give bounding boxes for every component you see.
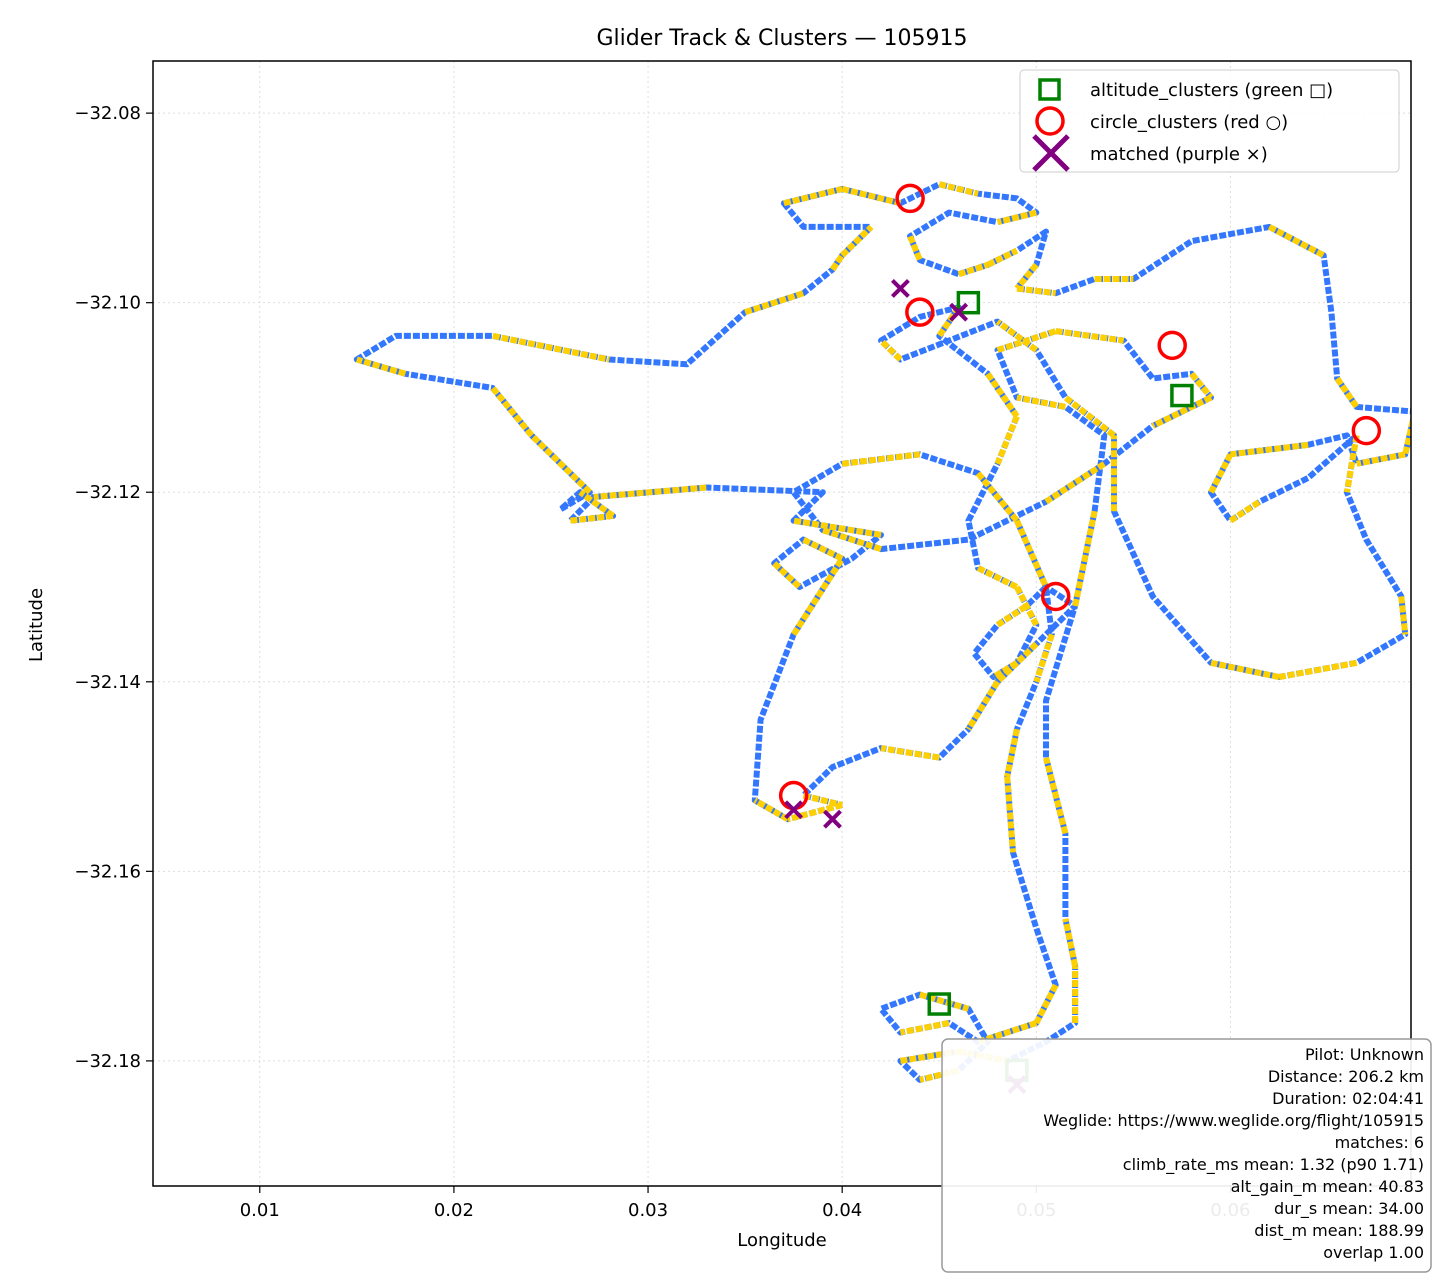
y-tick-label: −32.12 [74, 482, 141, 503]
info-overlap: overlap 1.00 [1323, 1243, 1424, 1262]
y-tick-label: −32.08 [74, 103, 141, 124]
y-tick-label: −32.18 [74, 1051, 141, 1072]
info-distance-mean: dist_m mean: 188.99 [1254, 1221, 1424, 1241]
legend: altitude_clusters (green □) circle_clust… [1020, 70, 1399, 172]
info-matches: matches: 6 [1335, 1133, 1424, 1152]
y-tick-label: −32.10 [74, 293, 141, 314]
info-weglide-link[interactable]: Weglide: https://www.weglide.org/flight/… [1043, 1111, 1424, 1130]
legend-label-matched: matched (purple ×) [1090, 144, 1268, 165]
legend-label-circle: circle_clusters (red ○) [1090, 112, 1288, 133]
x-tick-label: 0.01 [240, 1200, 280, 1221]
info-climb-rate: climb_rate_ms mean: 1.32 (p90 1.71) [1123, 1155, 1424, 1175]
info-distance: Distance: 206.2 km [1268, 1067, 1424, 1086]
track-climb-segment [1401, 596, 1405, 634]
x-tick-label: 0.03 [628, 1200, 668, 1221]
chart-title: Glider Track & Clusters — 105915 [596, 26, 967, 51]
x-tick-label: 0.04 [822, 1200, 862, 1221]
y-axis-ticks: −32.08 −32.10 −32.12 −32.14 −32.16 −32.18 [74, 103, 153, 1072]
info-duration-mean: dur_s mean: 34.00 [1274, 1199, 1424, 1219]
x-tick-label: 0.02 [434, 1200, 474, 1221]
info-pilot: Pilot: Unknown [1305, 1045, 1424, 1064]
plot-area [153, 61, 1411, 1186]
info-box: Pilot: Unknown Distance: 206.2 km Durati… [942, 1039, 1431, 1272]
info-alt-gain: alt_gain_m mean: 40.83 [1231, 1177, 1424, 1197]
x-axis-label: Longitude [737, 1230, 827, 1251]
y-tick-label: −32.16 [74, 861, 141, 882]
legend-label-altitude: altitude_clusters (green □) [1090, 80, 1333, 101]
y-axis-label: Latitude [26, 588, 47, 662]
info-duration: Duration: 02:04:41 [1272, 1089, 1424, 1108]
y-tick-label: −32.14 [74, 672, 141, 693]
